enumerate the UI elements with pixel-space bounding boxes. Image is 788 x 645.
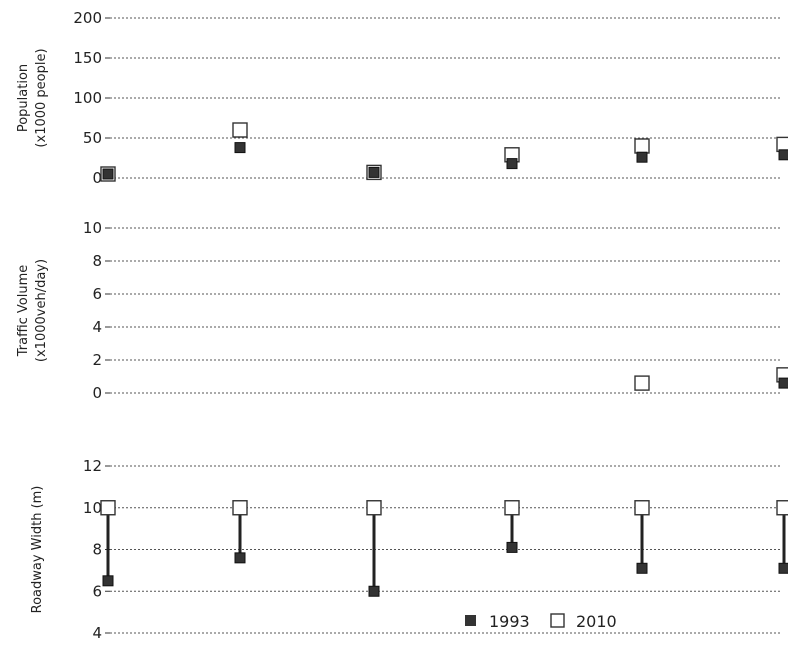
y-tick-label: 200 (73, 9, 102, 27)
point-2010 (366, 500, 382, 516)
point-1993 (778, 377, 788, 389)
y-tick-label: 6 (92, 582, 102, 600)
point-1993 (778, 562, 788, 574)
y-tick-label: 100 (73, 89, 102, 107)
point-2010 (232, 500, 248, 516)
y-axis-label: Roadway Width (m) (30, 486, 45, 614)
y-tick-label: 10 (83, 219, 102, 237)
point-2010 (634, 500, 650, 516)
y-axis-label: Population (16, 64, 31, 132)
y-axis-label: Traffic Volume (16, 265, 31, 358)
y-tick-label: 4 (92, 318, 102, 336)
point-2010 (634, 138, 650, 154)
point-1993 (368, 585, 380, 597)
panel-population: 0 50 100 150 200 Population (x1000 people) (16, 9, 788, 187)
point-1993 (778, 149, 788, 161)
y-tick-label: 8 (92, 252, 102, 270)
y-tick-label: 10 (83, 499, 102, 517)
y-tick-label: 8 (92, 541, 102, 559)
point-1993 (368, 166, 380, 178)
y-tick-label: 50 (83, 129, 102, 147)
y-tick-label: 0 (92, 169, 102, 187)
y-tick-label: 2 (92, 351, 102, 369)
point-1993 (636, 562, 648, 574)
legend-marker-1993 (465, 615, 476, 626)
y-axis-label: (x1000veh/day) (34, 259, 49, 362)
legend-marker-2010 (550, 613, 565, 628)
panel-traffic-volume: 0 2 4 6 8 10 Traffic Volume (x1000veh/day) (16, 219, 788, 402)
y-tick-label: 150 (73, 49, 102, 67)
y-tick-label: 4 (92, 624, 102, 642)
point-2010 (776, 136, 788, 153)
point-1993 (234, 142, 246, 154)
y-axis-label: (x1000 people) (34, 48, 49, 147)
legend-label-1993: 1993 (489, 612, 530, 631)
panel-roadway-width: 4 6 8 10 12 Roadway Width (m) (30, 457, 788, 642)
point-2010 (634, 375, 650, 391)
point-2010 (232, 122, 248, 138)
point-1993 (102, 168, 114, 180)
point-2010 (776, 500, 788, 516)
point-1993 (506, 541, 518, 553)
y-tick-label: 0 (92, 384, 102, 402)
point-1993 (636, 151, 648, 163)
legend-label-2010: 2010 (576, 612, 617, 631)
y-tick-label: 12 (83, 457, 102, 475)
point-1993 (102, 575, 114, 587)
y-tick-label: 6 (92, 285, 102, 303)
point-2010 (100, 500, 116, 516)
point-2010 (504, 500, 520, 516)
legend: 1993 2010 (465, 612, 617, 631)
point-1993 (234, 552, 246, 564)
point-1993 (506, 158, 518, 170)
